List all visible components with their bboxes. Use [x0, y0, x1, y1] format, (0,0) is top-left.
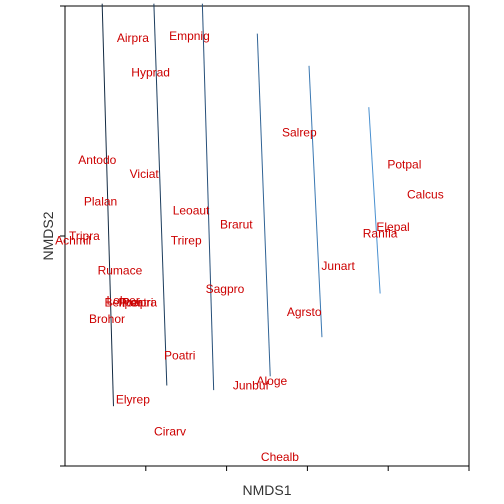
species-label-ranfla-12: Ranfla: [363, 227, 398, 241]
species-label-potpal-4: Potpal: [387, 158, 421, 172]
contour-lines: [101, 3, 381, 407]
species-label-junart-16: Junart: [321, 259, 355, 273]
contour-line-5: [308, 65, 323, 338]
species-label-achmil-14: Achmil: [55, 234, 91, 248]
species-label-salrep-3: Salrep: [282, 126, 317, 140]
species-label-tripra-13: Tripra: [69, 229, 100, 243]
species-label-chealb-30: Chealb: [261, 450, 299, 464]
x-axis-ticks: [145, 466, 470, 471]
species-label-brarut-10: Brarut: [220, 218, 253, 232]
species-label-brohor-24: Brohor: [89, 312, 125, 326]
species-label-hyprad-2: Hyprad: [131, 66, 170, 80]
species-label-rumace-17: Rumace: [98, 264, 143, 278]
species-label-leoaut-9: Leoaut: [173, 204, 210, 218]
contour-line-3: [201, 3, 215, 391]
species-label-agrsto-23: Agrsto: [287, 305, 322, 319]
species-label-antodo-5: Antodo: [78, 153, 116, 167]
species-label-elyrep-28: Elyrep: [116, 392, 150, 406]
contour-line-6: [368, 107, 381, 294]
species-label-plalan-8: Plalan: [84, 195, 117, 209]
species-label-poapra-21: Poapra: [118, 296, 157, 310]
species-labels: Airpra Empnig Hyprad Salrep Potpal Antodo Vici…: [55, 29, 444, 464]
species-label-sagpro-18: Sagpro: [206, 282, 245, 296]
species-label-calcus-7: Calcus: [407, 188, 444, 202]
species-label-viciat-6: Viciat: [130, 167, 160, 181]
contour-line-4: [256, 33, 271, 377]
x-axis-title: NMDS1: [242, 482, 291, 498]
species-label-poatri-25: Poatri: [164, 349, 195, 363]
species-label-cirarv-29: Cirarv: [154, 425, 186, 439]
species-label-elepal-11: Elepal: [376, 220, 409, 234]
species-label-junbuf-26: Junbuf: [233, 379, 270, 393]
species-label-aloge-27: Aloge: [256, 374, 287, 388]
species-label-bellper-20: Bellper: [104, 296, 141, 310]
species-label-lolper-19: Lolper: [106, 293, 139, 307]
species-label-airpra-0: Airpra: [117, 31, 149, 45]
y-axis-title: NMDS2: [40, 211, 56, 260]
contour-line-1: [101, 3, 114, 407]
y-axis-ticks: [60, 5, 65, 467]
species-label-poatri-22: Poatri: [122, 296, 153, 310]
contour-line-2: [153, 3, 168, 386]
species-label-empnig-1: Empnig: [169, 29, 210, 43]
species-label-trirep-15: Trirep: [171, 234, 202, 248]
